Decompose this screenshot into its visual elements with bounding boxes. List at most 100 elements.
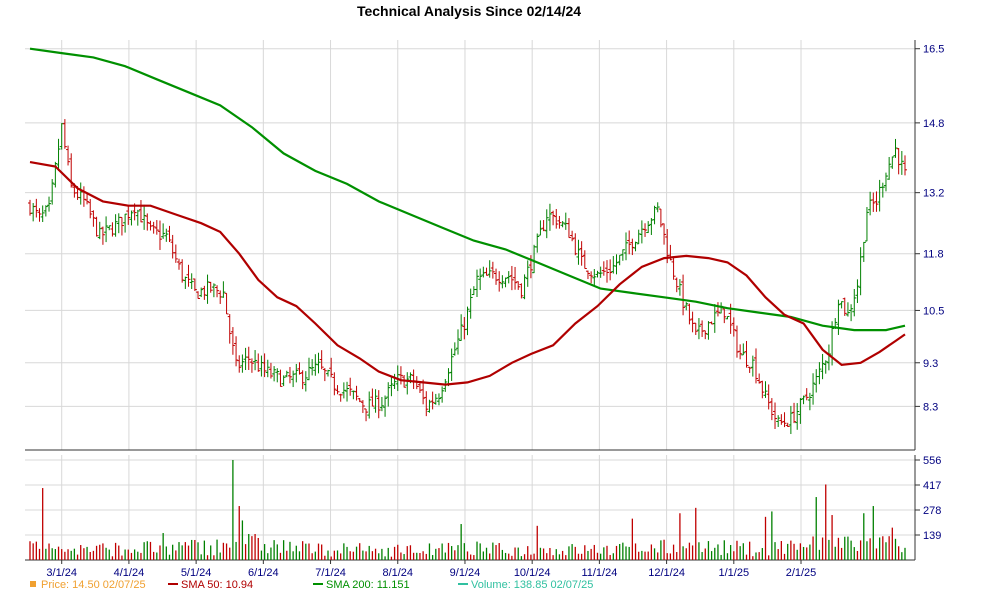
price-bar bbox=[541, 220, 546, 232]
price-bar bbox=[196, 291, 201, 300]
price-bar bbox=[227, 314, 232, 344]
price-bar bbox=[370, 388, 375, 407]
price-bar bbox=[326, 369, 331, 377]
price-bar bbox=[560, 221, 565, 228]
price-bar bbox=[436, 393, 441, 406]
price-bar bbox=[259, 355, 264, 377]
price-bar bbox=[237, 355, 242, 373]
price-bar bbox=[335, 385, 340, 395]
price-bar bbox=[782, 412, 787, 428]
price-bar bbox=[855, 279, 860, 304]
price-bar bbox=[224, 292, 229, 315]
price-bar bbox=[164, 228, 169, 242]
price-bar bbox=[706, 321, 711, 340]
price-bar bbox=[773, 402, 778, 429]
price-tick-label: 9.3 bbox=[923, 358, 938, 370]
price-bar bbox=[497, 271, 502, 292]
price-bar bbox=[433, 393, 438, 405]
price-bar bbox=[620, 249, 625, 261]
x-tick-labels: 3/1/24 4/1/24 5/1/24 6/1/24 7/1/24 8/1/24 9/1/… bbox=[46, 560, 816, 579]
price-bar bbox=[633, 241, 638, 252]
price-bar bbox=[544, 209, 549, 239]
price-bar bbox=[113, 214, 118, 237]
price-bar bbox=[478, 268, 483, 290]
x-tick-label: 5/1/24 bbox=[181, 567, 212, 579]
price-bar bbox=[519, 283, 524, 299]
price-bar bbox=[31, 203, 36, 222]
price-bar bbox=[452, 342, 457, 356]
price-bar bbox=[262, 353, 267, 378]
price-bar bbox=[291, 370, 296, 388]
price-bar bbox=[826, 344, 831, 371]
price-bar bbox=[582, 250, 587, 269]
legend-label: SMA 200: 11.151 bbox=[326, 579, 410, 591]
price-bar bbox=[357, 398, 362, 403]
price-bar bbox=[624, 232, 629, 261]
price-bar bbox=[893, 138, 898, 158]
price-bar bbox=[684, 302, 689, 311]
price-bar bbox=[849, 304, 854, 322]
price-bar bbox=[643, 223, 648, 237]
price-bar bbox=[896, 148, 901, 175]
price-bar bbox=[731, 317, 736, 337]
price-bar bbox=[734, 325, 739, 358]
legend-marker bbox=[30, 581, 36, 587]
price-bar bbox=[649, 218, 654, 235]
x-tick-label: 6/1/24 bbox=[248, 567, 279, 579]
price-bar bbox=[303, 371, 308, 392]
price-bar bbox=[192, 278, 197, 292]
price-bar bbox=[490, 261, 495, 279]
x-tick-label: 1/1/25 bbox=[719, 567, 750, 579]
price-bar bbox=[741, 343, 746, 356]
price-bar bbox=[471, 286, 476, 296]
price-bar bbox=[59, 123, 64, 150]
price-bar bbox=[614, 254, 619, 275]
price-bar bbox=[468, 288, 473, 319]
price-bar bbox=[725, 315, 730, 320]
x-tick-label: 2/1/25 bbox=[786, 567, 817, 579]
price-bar bbox=[341, 382, 346, 399]
price-bar bbox=[763, 381, 768, 398]
price-bar bbox=[598, 266, 603, 278]
price-bar bbox=[592, 269, 597, 286]
price-bar bbox=[208, 281, 213, 293]
price-bar bbox=[78, 182, 83, 205]
price-bar bbox=[316, 352, 321, 374]
price-bar bbox=[576, 239, 581, 265]
price-bar bbox=[455, 329, 460, 355]
price-tick-label: 11.8 bbox=[923, 249, 944, 261]
price-bar bbox=[747, 366, 752, 373]
price-bar bbox=[268, 362, 273, 379]
price-bar bbox=[836, 299, 841, 335]
price-bar bbox=[367, 391, 372, 419]
price-bar bbox=[294, 363, 299, 383]
price-bar bbox=[484, 267, 489, 276]
price-bar bbox=[887, 156, 892, 180]
x-tick-label: 11/1/24 bbox=[581, 567, 617, 579]
legend: Price: 14.50 02/07/25 SMA 50: 10.94 SMA 20… bbox=[30, 579, 593, 591]
price-bar bbox=[795, 403, 800, 430]
price-bar bbox=[345, 381, 350, 402]
legend-label: SMA 50: 10.94 bbox=[181, 579, 253, 591]
price-bar bbox=[861, 241, 866, 262]
price-bar bbox=[788, 405, 793, 435]
price-bar bbox=[611, 256, 616, 274]
price-bar bbox=[205, 274, 210, 304]
price-bar bbox=[306, 357, 311, 381]
price-bar bbox=[62, 119, 67, 149]
price-bar bbox=[807, 392, 812, 411]
price-bar bbox=[871, 192, 876, 212]
price-bar bbox=[348, 377, 353, 396]
price-bar bbox=[281, 375, 286, 387]
price-bar bbox=[183, 276, 188, 289]
price-bar bbox=[589, 271, 594, 284]
price-bar bbox=[817, 362, 822, 385]
price-bar bbox=[265, 359, 270, 378]
price-bar bbox=[554, 208, 559, 229]
x-tick-label: 12/1/24 bbox=[648, 567, 685, 579]
price-bar bbox=[760, 380, 765, 399]
price-bar bbox=[712, 304, 717, 333]
price-bar bbox=[47, 196, 52, 212]
price-bar bbox=[373, 389, 378, 413]
price-bar bbox=[81, 186, 86, 207]
